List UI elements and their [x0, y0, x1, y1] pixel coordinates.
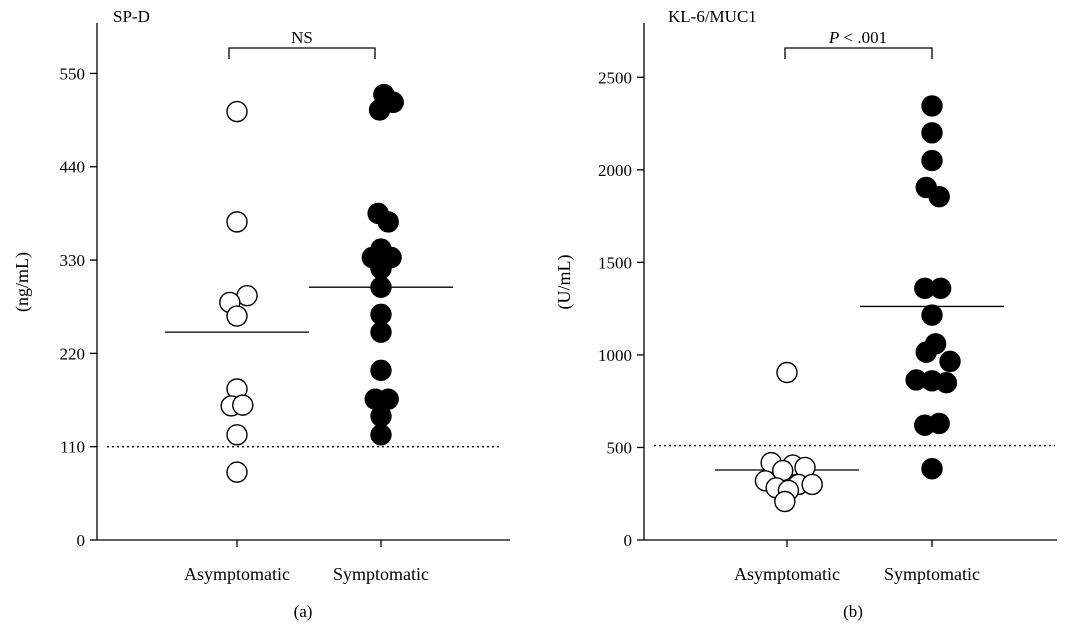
- data-point: [776, 361, 798, 384]
- panel-a-sp-d-chart: SP-D (ng/mL) Asymptomatic Symptomatic (a…: [12, 7, 510, 621]
- y-tick-label: 2000: [598, 161, 632, 180]
- y-tick-label: 220: [60, 344, 86, 363]
- significance-label: NS: [291, 28, 313, 47]
- data-point: [226, 305, 248, 327]
- data-point: [928, 185, 950, 208]
- data-point: [921, 149, 943, 172]
- y-tick-label: 440: [60, 158, 86, 177]
- y-tick-label: 2500: [598, 68, 632, 87]
- y-tick-label: 0: [624, 531, 633, 550]
- chart-title: KL-6/MUC1: [668, 7, 757, 26]
- data-point: [232, 394, 254, 416]
- y-tick-label: 0: [77, 531, 86, 550]
- y-tick-label: 550: [60, 64, 86, 83]
- chart-title: SP-D: [113, 7, 150, 26]
- data-point: [929, 277, 952, 299]
- data-point: [935, 371, 958, 394]
- panel-label: (a): [294, 602, 313, 621]
- data-point: [370, 359, 392, 382]
- significance-p: P: [828, 28, 839, 47]
- data-point: [921, 122, 943, 144]
- data-point: [226, 461, 248, 483]
- x-tick-label-symptomatic: Symptomatic: [884, 564, 980, 584]
- data-point: [370, 276, 392, 298]
- x-tick-label-symptomatic: Symptomatic: [333, 564, 429, 584]
- data-point: [928, 412, 950, 435]
- data-point: [921, 304, 943, 326]
- y-tick-label: 500: [607, 438, 633, 457]
- data-point: [370, 257, 392, 280]
- y-tick-label: 1500: [598, 253, 632, 272]
- data-point: [921, 95, 943, 117]
- data-point: [226, 424, 248, 446]
- data-point: [368, 99, 391, 121]
- panel-label: (b): [843, 602, 863, 621]
- y-tick-label: 330: [60, 251, 86, 270]
- data-point: [801, 473, 823, 496]
- significance-bracket: [784, 47, 933, 59]
- data-point: [370, 321, 392, 343]
- data-point: [370, 424, 392, 446]
- data-point: [377, 211, 399, 233]
- y-axis-label: (U/mL): [554, 255, 575, 310]
- x-tick-label-asymptomatic: Asymptomatic: [734, 564, 840, 584]
- data-point: [226, 100, 248, 123]
- data-point: [921, 458, 943, 480]
- significance-label: P < .001: [828, 28, 887, 47]
- data-point: [370, 303, 392, 326]
- significance-bracket: [228, 47, 376, 59]
- significance-value: < .001: [839, 28, 887, 47]
- y-axis-label: (ng/mL): [12, 252, 33, 312]
- data-point: [370, 405, 392, 427]
- data-point: [939, 350, 961, 373]
- data-point: [774, 490, 796, 513]
- panel-b-kl6-chart: KL-6/MUC1 (U/mL) Asymptomatic Symptomati…: [554, 7, 1057, 621]
- y-tick-label: 110: [60, 438, 85, 457]
- y-tick-label: 1000: [598, 346, 632, 365]
- data-point: [915, 341, 937, 363]
- data-point: [226, 211, 248, 233]
- x-tick-label-asymptomatic: Asymptomatic: [184, 564, 290, 584]
